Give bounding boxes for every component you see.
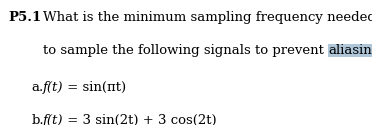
Text: f(t): f(t)	[43, 114, 63, 125]
Text: What is the minimum sampling frequency needed: What is the minimum sampling frequency n…	[43, 11, 372, 24]
Text: to sample the following signals to prevent: to sample the following signals to preve…	[43, 44, 328, 57]
Text: a.: a.	[32, 81, 44, 94]
Text: P5.1: P5.1	[8, 11, 41, 24]
Bar	[328, 44, 372, 57]
Text: aliasing: aliasing	[328, 44, 372, 57]
Text: = 3 sin(2t) + 3 cos(2t): = 3 sin(2t) + 3 cos(2t)	[63, 114, 217, 125]
Text: f(t): f(t)	[43, 81, 63, 94]
Text: = sin(πt): = sin(πt)	[63, 81, 126, 94]
Text: b.: b.	[32, 114, 44, 125]
